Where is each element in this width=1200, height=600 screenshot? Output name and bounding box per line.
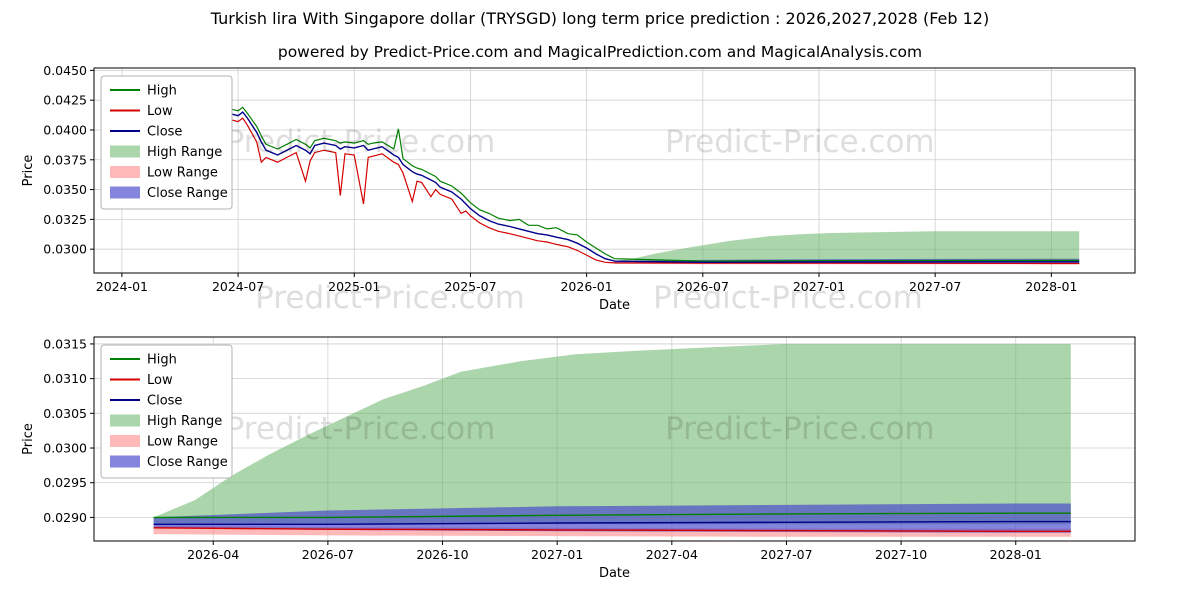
axes-border [93, 336, 1136, 542]
x-tick-label: 2028-01 [990, 547, 1042, 562]
page-subtitle: powered by Predict-Price.com and Magical… [277, 43, 923, 61]
axes-border [93, 67, 1136, 274]
y-tick-label: 0.0350 [43, 182, 87, 197]
legend: High Low Close High Range Low Range Close Ran… [100, 344, 233, 479]
plot-area: 2026-04 2026-07 2026-10 2027-01 2027-04 2027-… [21, 336, 1136, 581]
y-tick-label: 0.0300 [43, 242, 87, 257]
x-tick-label: 2028-01 [1025, 279, 1077, 294]
legend-label: High [147, 353, 177, 368]
series-line-close [153, 520, 1071, 525]
series-line-high [140, 90, 1080, 262]
y-tick-label: 0.0315 [43, 336, 87, 351]
x-tick-label: 2026-07 [302, 547, 354, 562]
legend-swatch-patch [110, 145, 140, 158]
legend-label: Close [147, 394, 182, 409]
x-tick-label: 2026-07 [677, 279, 729, 294]
watermark: Predict-Price.com [665, 124, 935, 160]
watermark: Predict-Price.com [226, 124, 496, 160]
y-tick-label: 0.0450 [43, 63, 87, 78]
legend: High Low Close High Range Low Range Close Ran… [100, 75, 233, 210]
y-tick-label: 0.0425 [43, 93, 87, 108]
watermark: Predict-Price.com [255, 280, 525, 316]
band-close-range [153, 503, 1071, 533]
plot-area: 2024-01 2024-07 2025-01 2025-07 2026-01 2026-… [21, 63, 1136, 313]
x-tick-label: 2027-01 [531, 547, 583, 562]
x-tick-label: 2027-10 [875, 547, 927, 562]
y-tick-label: 0.0295 [43, 475, 87, 490]
legend-label: Low Range [147, 435, 218, 450]
legend-label: Close [147, 125, 182, 140]
legend-swatch-patch [110, 186, 140, 199]
legend-label: High [147, 84, 177, 99]
legend-label: Low [147, 104, 173, 119]
series-line-low [153, 527, 1071, 532]
y-axis-label: Price [21, 423, 36, 455]
x-tick-label: 2024-01 [96, 279, 148, 294]
x-tick-label: 2027-01 [793, 279, 845, 294]
series-line-close [140, 94, 1080, 264]
legend-swatch-patch [110, 455, 140, 468]
x-tick-label: 2024-07 [212, 279, 264, 294]
x-tick-label: 2027-07 [760, 547, 812, 562]
page-title: Turkish lira With Singapore dollar (TRYS… [210, 9, 990, 28]
series-line-high [153, 512, 1071, 519]
band-high-range [614, 231, 1080, 263]
watermark: Predict-Price.com [653, 280, 923, 316]
legend-swatch-patch [110, 414, 140, 427]
band-high-range [153, 343, 1071, 525]
legend-swatch-patch [110, 435, 140, 447]
x-tick-label: 2027-07 [909, 279, 961, 294]
x-axis-label: Date [599, 298, 630, 313]
y-tick-label: 0.0400 [43, 122, 87, 137]
legend-label: High Range [147, 414, 222, 429]
y-tick-label: 0.0375 [43, 152, 87, 167]
watermark: Predict-Price.com [226, 411, 496, 447]
series-line-low [140, 100, 1080, 265]
y-tick-label: 0.0310 [43, 371, 87, 386]
y-tick-label: 0.0325 [43, 212, 87, 227]
legend-label: Close Range [147, 455, 228, 470]
x-tick-label: 2027-04 [646, 547, 698, 562]
y-tick-label: 0.0300 [43, 441, 87, 456]
legend-label: Close Range [147, 186, 228, 201]
x-tick-label: 2025-07 [444, 279, 496, 294]
legend-label: Low Range [147, 166, 218, 181]
x-tick-label: 2026-01 [560, 279, 612, 294]
legend-label: Low [147, 373, 173, 388]
legend-swatch-patch [110, 166, 140, 178]
y-tick-label: 0.0290 [43, 510, 87, 525]
x-tick-label: 2025-01 [328, 279, 380, 294]
x-tick-label: 2026-10 [416, 547, 468, 562]
x-tick-label: 2026-04 [187, 547, 239, 562]
x-axis-label: Date [599, 566, 630, 581]
y-axis-label: Price [21, 155, 36, 187]
legend-label: High Range [147, 145, 222, 160]
y-tick-label: 0.0305 [43, 406, 87, 421]
watermark: Predict-Price.com [665, 411, 935, 447]
